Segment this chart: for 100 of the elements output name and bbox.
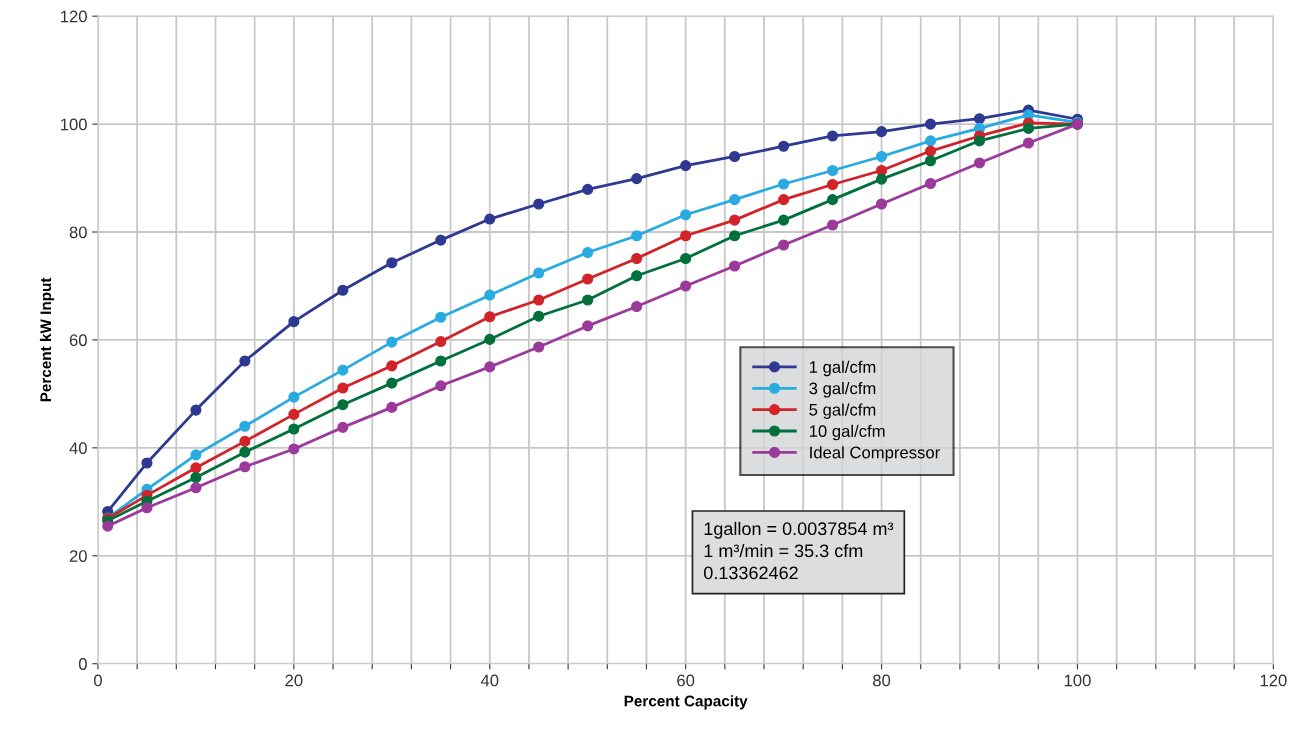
point [680, 230, 692, 242]
x-tick-label: 80 [873, 674, 891, 687]
point [875, 173, 888, 185]
point [778, 194, 790, 206]
point [533, 294, 545, 306]
point [924, 155, 937, 167]
point [827, 130, 839, 142]
point [239, 355, 251, 367]
point [190, 449, 202, 461]
point [582, 273, 594, 285]
point [484, 333, 496, 345]
point [239, 461, 251, 473]
point [141, 457, 153, 469]
point [190, 404, 202, 416]
point [386, 401, 398, 413]
point [435, 380, 447, 392]
point [435, 336, 447, 348]
x-axis-title: Percent Capacity [624, 695, 748, 710]
point [582, 183, 594, 195]
point [288, 408, 300, 420]
point [778, 214, 790, 226]
point [190, 482, 202, 494]
point [680, 160, 692, 172]
point [288, 316, 300, 328]
point [631, 173, 643, 185]
point [484, 289, 496, 301]
x-tick-label: 40 [480, 674, 499, 687]
point [924, 177, 937, 190]
y-tick-label: 40 [69, 442, 87, 455]
point [288, 423, 300, 435]
point [533, 310, 545, 322]
point [631, 252, 643, 265]
point [680, 280, 692, 292]
point [435, 234, 447, 246]
point [778, 140, 790, 152]
point [973, 157, 986, 169]
point [827, 219, 839, 231]
point [533, 267, 545, 279]
point [337, 421, 349, 433]
point [239, 420, 251, 432]
point [827, 178, 839, 191]
point [533, 341, 545, 353]
point [484, 213, 496, 225]
point [827, 164, 839, 177]
point [288, 391, 300, 403]
point [1022, 122, 1035, 134]
point [631, 230, 643, 242]
point [337, 284, 349, 296]
point [239, 435, 251, 447]
legend-label: 5 gal/cfm [809, 403, 876, 419]
point [337, 399, 349, 411]
point [582, 320, 594, 332]
point [190, 471, 202, 484]
point [141, 502, 153, 514]
legend-label: 1 gal/cfm [809, 360, 876, 377]
point [924, 145, 937, 157]
point [729, 260, 741, 272]
point [337, 364, 349, 376]
point [924, 135, 937, 147]
point [337, 382, 349, 394]
point [875, 126, 888, 138]
y-axis-title: Percent kW Input [39, 277, 55, 402]
point [729, 214, 741, 226]
annotation: 1gallon = 0.0037854 m³ 1 m³/min = 35.3 cfm 0.13362462 [703, 521, 894, 580]
point [924, 118, 937, 130]
y-tick-label: 100 [61, 118, 87, 131]
point [386, 360, 398, 372]
x-tick-label: 0 [93, 674, 102, 687]
x-tick-label: 20 [285, 674, 303, 687]
point [239, 446, 251, 458]
x-tick-label: 120 [1260, 674, 1287, 687]
point [631, 300, 643, 313]
point [386, 257, 398, 269]
point [288, 443, 300, 455]
point [973, 135, 986, 147]
point [778, 178, 790, 190]
point [1022, 137, 1035, 149]
point [680, 209, 692, 221]
point [386, 377, 398, 389]
y-tick-label: 20 [69, 550, 87, 562]
point [435, 311, 447, 323]
point [631, 270, 643, 282]
point [386, 336, 398, 348]
legend-label: 10 gal/cfm [809, 424, 885, 441]
point [680, 252, 692, 265]
point [102, 520, 114, 532]
point [875, 198, 888, 210]
legend-label: Ideal Compressor [810, 446, 940, 462]
y-tick-label: 120 [61, 10, 87, 23]
point [827, 194, 839, 206]
point [484, 361, 496, 373]
point [729, 194, 741, 206]
point [484, 311, 496, 323]
point [533, 198, 545, 210]
y-tick-label: 0 [78, 658, 87, 670]
legend-label: 3 gal/cfm [809, 382, 876, 398]
point [973, 113, 986, 125]
y-tick-label: 80 [69, 226, 87, 239]
y-tick-label: 60 [69, 334, 87, 347]
x-tick-label: 60 [677, 674, 695, 687]
